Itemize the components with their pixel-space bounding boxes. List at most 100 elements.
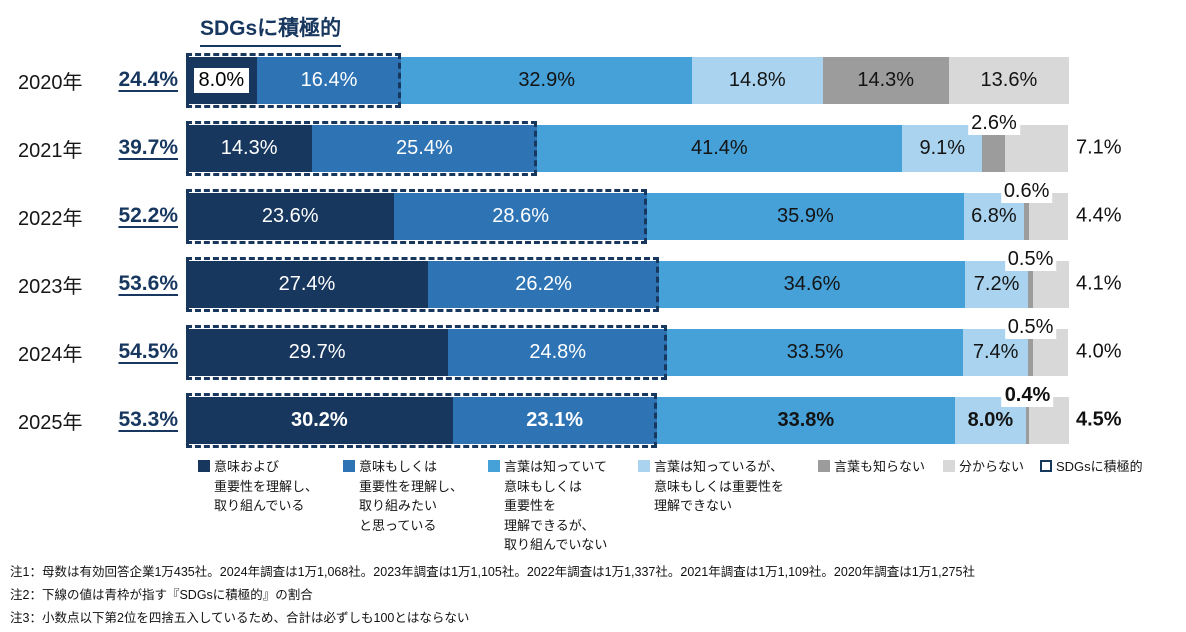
segment-label: 28.6% bbox=[492, 204, 549, 227]
active-total-label: 53.3% bbox=[118, 408, 178, 431]
outside-segment-label: 4.4% bbox=[1076, 204, 1122, 227]
legend-swatch-icon bbox=[343, 460, 355, 472]
bar-segment: 14.3% bbox=[822, 56, 949, 104]
segment-label: 7.4% bbox=[972, 340, 1019, 363]
chart-row: 2021年 39.7% 14.3% 25.4% 41.4% 9.1% 2.6% 7.1% bbox=[0, 111, 1186, 182]
segment-label: 13.6% bbox=[980, 68, 1038, 91]
segment-label: 29.7% bbox=[288, 340, 346, 363]
legend-item: 言葉は知っていて 意味もしくは 重要性を 理解できるが、 取り組んでいない bbox=[488, 457, 638, 555]
bar-segment: 34.6% bbox=[659, 260, 965, 308]
legend: 意味および 重要性を理解し、 取り組んでいる 意味もしくは 重要性を理解し、 取り… bbox=[198, 457, 1180, 555]
active-total-label: 53.6% bbox=[118, 272, 178, 295]
legend-item: 言葉も知らない bbox=[818, 457, 943, 555]
segment-label: 23.6% bbox=[261, 204, 319, 227]
year-label: 2023年 bbox=[18, 275, 83, 298]
bar-segment: 32.9% bbox=[401, 56, 692, 104]
segment-label: 8.0% bbox=[193, 67, 250, 93]
segment-label: 32.9% bbox=[518, 68, 576, 91]
note-line: 注1：母数は有効回答企業1万435社。2024年調査は1万1,068社。2023… bbox=[10, 565, 975, 579]
outside-segment-label: 4.1% bbox=[1076, 272, 1122, 295]
legend-swatch-icon bbox=[818, 460, 830, 472]
legend-label: 分からない bbox=[959, 459, 1025, 474]
bar-segment: 23.6% bbox=[186, 192, 395, 240]
legend-label: 言葉は知っていて 意味もしくは 重要性を 理解できるが、 取り組んでいない bbox=[504, 459, 608, 552]
segment-label: 25.4% bbox=[396, 136, 453, 159]
bar-segment: 13.6% bbox=[948, 56, 1069, 104]
segment-label: 33.5% bbox=[786, 340, 844, 363]
above-segment-label: 0.4% bbox=[1001, 383, 1054, 407]
bar-segment bbox=[1028, 260, 1033, 308]
above-segment-label: 0.5% bbox=[1004, 315, 1057, 339]
bar-segment: 24.8% bbox=[448, 328, 668, 376]
chart-row: 2022年 52.2% 23.6% 28.6% 35.9% 6.8% 0.6% 4.4% bbox=[0, 179, 1186, 250]
segment-label: 35.9% bbox=[777, 204, 834, 227]
chart-rows: 2020年 24.4% 8.0% 16.4% 32.9% 14.8% 14.3% 13.6% 2… bbox=[0, 46, 1186, 454]
outside-segment-label: 4.0% bbox=[1076, 340, 1122, 363]
segment-label: 34.6% bbox=[783, 272, 841, 295]
segment-label: 26.2% bbox=[515, 272, 572, 295]
segment-label: 8.0% bbox=[967, 408, 1014, 431]
segment-label: 27.4% bbox=[278, 272, 336, 295]
bar-segment: 6.8% bbox=[963, 192, 1024, 240]
bar-segment: 41.4% bbox=[536, 124, 903, 172]
segment-label: 6.8% bbox=[971, 204, 1017, 227]
bar-segment: 28.6% bbox=[394, 192, 647, 240]
segment-label: 30.2% bbox=[290, 408, 348, 431]
stacked-bar: 30.2% 23.1% 33.8% 8.0% 0.4% 4.5% bbox=[186, 383, 1122, 448]
stacked-bar: 14.3% 25.4% 41.4% 9.1% 2.6% 7.1% bbox=[186, 111, 1122, 176]
segment-label: 14.3% bbox=[220, 136, 278, 159]
bar-segment: 33.5% bbox=[667, 328, 964, 376]
chart-row: 2024年 54.5% 29.7% 24.8% 33.5% 7.4% 0.5% 4.0% bbox=[0, 315, 1186, 386]
legend-label: 意味および 重要性を理解し、 取り組んでいる bbox=[214, 459, 319, 513]
outside-segment-label: 7.1% bbox=[1076, 136, 1122, 159]
active-total-label: 52.2% bbox=[118, 204, 178, 227]
note-line: 注2：下線の値は青枠が指す『SDGsに積極的』の割合 bbox=[10, 588, 313, 602]
legend-label: 言葉も知らない bbox=[834, 459, 926, 474]
year-label: 2021年 bbox=[18, 139, 83, 162]
bar-segment: 30.2% bbox=[186, 396, 453, 444]
chart-row: 2020年 24.4% 8.0% 16.4% 32.9% 14.8% 14.3% 13.6% bbox=[0, 46, 1186, 114]
chart-title: SDGsに積極的 bbox=[200, 12, 342, 47]
bar-segment: 14.8% bbox=[691, 56, 823, 104]
segment-label: 9.1% bbox=[919, 136, 966, 159]
bar-segment: 26.2% bbox=[427, 260, 660, 308]
year-label: 2020年 bbox=[18, 71, 83, 94]
bar-segment bbox=[1028, 328, 1033, 376]
bar-segment: 25.4% bbox=[312, 124, 537, 172]
bar-segment: 33.8% bbox=[656, 396, 956, 444]
bar-segment bbox=[982, 124, 1006, 172]
legend-item: 意味および 重要性を理解し、 取り組んでいる bbox=[198, 457, 343, 555]
stacked-bar: 29.7% 24.8% 33.5% 7.4% 0.5% 4.0% bbox=[186, 315, 1122, 380]
above-segment-label: 2.6% bbox=[968, 111, 1020, 135]
bar-segment bbox=[1023, 192, 1030, 240]
note-line: 注3：小数点以下第2位を四捨五入しているため、合計は必ずしも100とはならない bbox=[10, 611, 470, 625]
segment-label: 7.2% bbox=[973, 272, 1020, 295]
active-total-label: 54.5% bbox=[118, 340, 178, 363]
bar-segment: 16.4% bbox=[256, 56, 402, 104]
bar-segment: 8.0% bbox=[186, 56, 257, 104]
legend-item: SDGsに積極的 bbox=[1040, 457, 1180, 555]
dashed-frame-icon bbox=[1040, 460, 1052, 472]
above-segment-label: 0.5% bbox=[1004, 247, 1057, 271]
bar-segment: 9.1% bbox=[902, 124, 983, 172]
active-total-label: 24.4% bbox=[118, 68, 178, 91]
segment-label: 14.3% bbox=[857, 68, 915, 91]
bar-segment: 29.7% bbox=[186, 328, 449, 376]
segment-label: 24.8% bbox=[529, 340, 587, 363]
legend-swatch-icon bbox=[488, 460, 500, 472]
chart-row: 2025年 53.3% 30.2% 23.1% 33.8% 8.0% 0.4% 4.5% bbox=[0, 383, 1186, 454]
segment-label: 33.8% bbox=[777, 408, 835, 431]
legend-label: 意味もしくは 重要性を理解し、 取り組みたい と思っている bbox=[359, 459, 464, 533]
bar-segment: 35.9% bbox=[646, 192, 964, 240]
outside-segment-label: 4.5% bbox=[1076, 408, 1122, 431]
segment-label: 23.1% bbox=[526, 408, 583, 431]
year-label: 2025年 bbox=[18, 411, 83, 434]
legend-label: 言葉は知っているが、 意味もしくは重要性を 理解できない bbox=[654, 459, 785, 513]
segment-label: 16.4% bbox=[300, 68, 358, 91]
legend-item: 分からない bbox=[943, 457, 1040, 555]
chart-row: 2023年 53.6% 27.4% 26.2% 34.6% 7.2% 0.5% 4.1% bbox=[0, 247, 1186, 318]
year-label: 2024年 bbox=[18, 343, 83, 366]
bar-segment: 14.3% bbox=[186, 124, 313, 172]
legend-swatch-icon bbox=[638, 460, 650, 472]
bar-segment: 27.4% bbox=[186, 260, 428, 308]
